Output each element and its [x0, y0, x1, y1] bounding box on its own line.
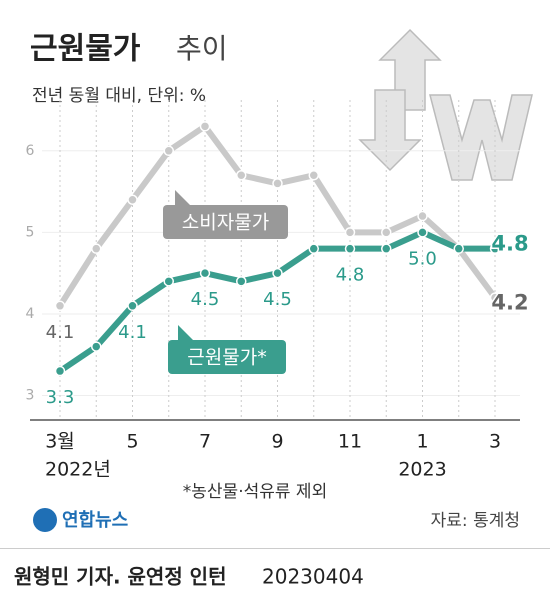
divider [0, 548, 550, 549]
point [91, 243, 102, 254]
legend-label: 근원물가* [187, 347, 266, 369]
point [163, 145, 174, 157]
point [54, 300, 66, 312]
point [344, 243, 356, 254]
value-label: 4.1 [118, 322, 147, 343]
value-label: 4.8 [336, 265, 365, 286]
point [453, 243, 464, 254]
point [199, 267, 211, 279]
logo: 연합뉴스 [62, 509, 128, 531]
year-label: 2023 [398, 459, 446, 481]
footnote: *농산물·석유류 제외 [183, 482, 327, 502]
value-label: 4.5 [191, 289, 220, 310]
legend-box [163, 205, 288, 239]
credit: 원형민 기자. 윤연정 인턴 [14, 565, 227, 589]
legend-label: 소비자물가 [182, 212, 269, 234]
point [199, 121, 211, 132]
subtitle: 전년 동월 대비, 단위: % [32, 86, 206, 106]
x-tick-label: 3 [489, 431, 501, 453]
value-label: 4.8 [491, 232, 528, 256]
legend-item: 근원물가* [168, 325, 286, 374]
legend-pointer [178, 325, 193, 340]
y-tick-label: 5 [26, 224, 35, 240]
point [344, 227, 356, 238]
point [489, 292, 501, 303]
value-label: 5.0 [408, 248, 437, 269]
legend-item: 소비자물가 [163, 190, 288, 239]
year-label: 2022년 [45, 459, 111, 481]
point [272, 267, 283, 279]
chart-title: 근원물가 [30, 32, 141, 67]
y-tick-label: 3 [26, 388, 35, 404]
point [381, 243, 392, 254]
point [236, 170, 247, 181]
x-tick-label: 3월 [45, 431, 75, 453]
point [381, 227, 392, 238]
logo-mark [33, 508, 57, 532]
x-tick-label: 1 [416, 431, 428, 453]
y-tick-label: 4 [26, 306, 35, 322]
point [236, 276, 247, 287]
point [417, 210, 428, 222]
value-label: 4.5 [263, 289, 292, 310]
point [308, 170, 319, 181]
value-label: 4.1 [46, 322, 75, 343]
x-tick-label: 9 [271, 431, 283, 453]
point [127, 300, 138, 312]
x-tick-label: 7 [199, 431, 211, 453]
point [308, 243, 319, 254]
point [489, 243, 501, 254]
x-tick-label: 5 [126, 431, 138, 453]
date: 20230404 [262, 565, 364, 589]
value-label: 3.3 [46, 387, 75, 408]
point [54, 365, 66, 377]
source: 자료: 통계청 [431, 511, 520, 531]
value-label: 4.2 [491, 291, 528, 315]
point [417, 227, 428, 238]
y-tick-label: 6 [26, 143, 35, 159]
legend-pointer [175, 190, 190, 205]
x-tick-label: 11 [338, 431, 362, 453]
legend-box [168, 340, 286, 374]
point [272, 178, 283, 189]
icon [358, 28, 533, 181]
point [127, 194, 138, 205]
point [163, 276, 174, 287]
point [91, 341, 102, 352]
chart-title-suffix: 추이 [176, 32, 228, 65]
